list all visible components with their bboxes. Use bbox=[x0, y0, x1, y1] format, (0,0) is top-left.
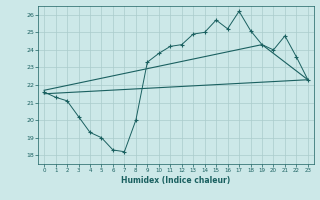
X-axis label: Humidex (Indice chaleur): Humidex (Indice chaleur) bbox=[121, 176, 231, 185]
